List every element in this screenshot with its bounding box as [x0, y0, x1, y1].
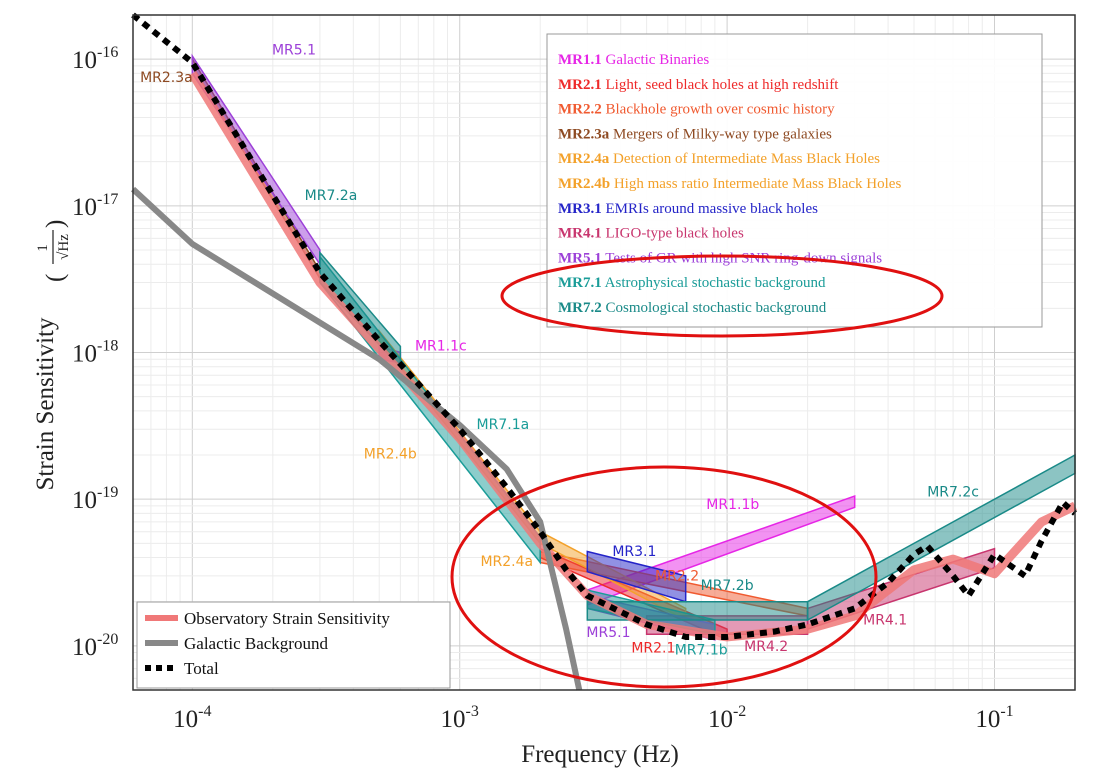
band-label: MR7.1b [675, 643, 728, 659]
x-tick-label: 10-4 [173, 703, 211, 733]
legend-entry-mr2-2: MR2.2 Blackhole growth over cosmic histo… [558, 102, 835, 118]
legend-entry-mr1-1: MR1.1 Galactic Binaries [558, 52, 709, 68]
x-tick-labels: 10-4 10-3 10-2 10-1 [173, 703, 1014, 733]
y-axis-label: Strain Sensitivity ( 1 √Hz ) [32, 220, 72, 491]
curves-legend: Observatory Strain Sensitivity Galactic B… [136, 601, 451, 689]
band-label: MR4.1 [863, 612, 907, 628]
band-label: MR2.3a [140, 70, 193, 86]
band-label: MR1.1c [415, 339, 467, 355]
series-total [131, 12, 1078, 640]
series-galactic-background [130, 186, 583, 691]
y-axis-label-text: Strain Sensitivity [32, 317, 59, 490]
legend-entry-mr2-4b: MR2.4b High mass ratio Intermediate Mass… [558, 176, 901, 192]
band-label: MR2.1 [631, 641, 675, 657]
band-label: MR7.2b [701, 578, 754, 594]
y-tick-label: 10-16 [72, 44, 118, 74]
sensitivity-curves [130, 12, 1078, 691]
band-label: MR5.1 [586, 625, 630, 641]
y-tick-label: 10-17 [72, 191, 118, 221]
curves-legend-box [136, 601, 451, 689]
y-axis-unit-num: 1 [35, 244, 51, 252]
y-tick-label: 10-18 [72, 338, 118, 368]
legend-entry-mr4-1: MR4.1 LIGO-type black holes [558, 226, 744, 242]
y-tick-label: 10-19 [72, 484, 118, 514]
x-tick-label: 10-2 [708, 703, 746, 733]
band-label: MR4.2 [744, 639, 788, 655]
x-axis-label: Frequency (Hz) [521, 741, 679, 768]
band-label: MR5.1 [272, 42, 316, 58]
band-labels: MR2.3a MR5.1 MR7.2a MR1.1c MR7.1a MR2.4b MR2.4… [140, 42, 979, 658]
requirements-legend: MR1.1 Galactic Binaries MR2.1 Light, seed… [546, 33, 1043, 328]
highlight-ellipse-curve-minimum [450, 465, 878, 689]
series-observatory-strain-sensitivity [188, 71, 1077, 642]
plot-frame [132, 14, 1076, 691]
legend-entry-mr7-1: MR7.1 Astrophysical stochastic backgroun… [558, 275, 826, 291]
legend-entry-mr3-1: MR3.1 EMRIs around massive black holes [558, 201, 818, 217]
y-axis-paren-close: ) [42, 220, 69, 228]
legend-label-galactic-background: Galactic Background [184, 634, 328, 653]
band-label: MR2.4b [364, 446, 417, 462]
legend-entry-mr5-1: MR5.1 Tests of GR with high SNR ring-dow… [558, 250, 882, 266]
band-mr5-1 [191, 53, 321, 267]
legend-entry-mr7-2: MR7.2 Cosmological stochastic background [558, 300, 827, 316]
band-label: MR7.2a [305, 188, 358, 204]
band-label: MR7.2c [927, 485, 979, 501]
band-label: MR2.2 [655, 568, 699, 584]
y-tick-label: 10-20 [72, 631, 118, 661]
x-tick-label: 10-1 [975, 703, 1013, 733]
legend-label-observatory-strain-sensitivity: Observatory Strain Sensitivity [184, 609, 390, 628]
band-label: MR2.4a [480, 554, 533, 570]
legend-entry-mr2-1: MR2.1 Light, seed black holes at high re… [558, 77, 839, 93]
legend-entry-mr2-3a: MR2.3a Mergers of Milky-way type galaxie… [558, 126, 832, 142]
y-axis-unit-den: √Hz [56, 234, 72, 260]
highlight-ellipse-legend [500, 254, 944, 338]
band-label: MR3.1 [612, 544, 656, 560]
band-label: MR7.1a [477, 417, 530, 433]
band-mr7-2c [806, 453, 1076, 622]
band-label: MR1.1b [706, 497, 759, 513]
x-tick-label: 10-3 [441, 703, 479, 733]
legend-entry-mr2-4a: MR2.4a Detection of Intermediate Mass Bl… [558, 151, 880, 167]
highlight-ellipses [450, 254, 944, 689]
legend-label-total: Total [184, 659, 219, 678]
requirements-legend-box [546, 33, 1043, 328]
y-tick-labels: 10-16 10-17 10-18 10-19 10-20 [72, 44, 118, 661]
y-axis-paren-open: ( [42, 274, 69, 282]
